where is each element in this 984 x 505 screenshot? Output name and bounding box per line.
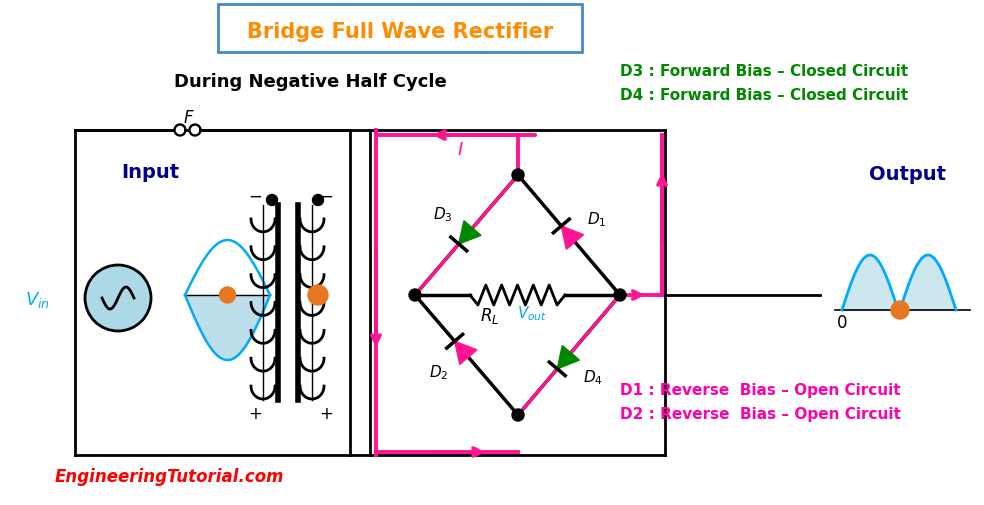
Text: D1 : Reverse  Bias – Open Circuit: D1 : Reverse Bias – Open Circuit bbox=[620, 382, 900, 397]
Polygon shape bbox=[557, 345, 580, 369]
Polygon shape bbox=[455, 341, 477, 365]
FancyBboxPatch shape bbox=[218, 4, 582, 52]
Text: During Negative Half Cycle: During Negative Half Cycle bbox=[173, 73, 447, 91]
Text: +: + bbox=[248, 405, 262, 423]
Text: 0: 0 bbox=[836, 314, 847, 332]
Circle shape bbox=[267, 194, 277, 206]
Circle shape bbox=[85, 265, 151, 331]
Circle shape bbox=[409, 289, 421, 301]
Text: F: F bbox=[183, 109, 193, 127]
Text: D2 : Reverse  Bias – Open Circuit: D2 : Reverse Bias – Open Circuit bbox=[620, 407, 901, 422]
Circle shape bbox=[891, 301, 909, 319]
Text: Input: Input bbox=[121, 163, 179, 181]
Text: $R_L$: $R_L$ bbox=[480, 306, 500, 326]
Text: D4 : Forward Bias – Closed Circuit: D4 : Forward Bias – Closed Circuit bbox=[620, 88, 908, 104]
Text: $D_3$: $D_3$ bbox=[433, 205, 453, 224]
Circle shape bbox=[313, 194, 324, 206]
Text: Output: Output bbox=[869, 166, 946, 184]
Polygon shape bbox=[459, 221, 481, 244]
Circle shape bbox=[219, 287, 235, 303]
Polygon shape bbox=[174, 125, 186, 135]
Text: D3 : Forward Bias – Closed Circuit: D3 : Forward Bias – Closed Circuit bbox=[620, 65, 908, 79]
Polygon shape bbox=[561, 226, 584, 249]
Text: +: + bbox=[319, 405, 333, 423]
Circle shape bbox=[308, 285, 328, 305]
Text: EngineeringTutorial.com: EngineeringTutorial.com bbox=[55, 468, 284, 486]
Text: I: I bbox=[458, 141, 462, 159]
Circle shape bbox=[512, 409, 524, 421]
Text: $D_4$: $D_4$ bbox=[584, 368, 603, 387]
Circle shape bbox=[614, 289, 626, 301]
Text: $D_1$: $D_1$ bbox=[587, 210, 607, 229]
Text: $D_2$: $D_2$ bbox=[429, 363, 448, 382]
Text: −: − bbox=[319, 188, 333, 206]
Text: Bridge Full Wave Rectifier: Bridge Full Wave Rectifier bbox=[247, 22, 553, 42]
Text: $V_{out}$: $V_{out}$ bbox=[517, 305, 547, 323]
Polygon shape bbox=[190, 125, 201, 135]
Circle shape bbox=[512, 169, 524, 181]
Text: $V_{in}$: $V_{in}$ bbox=[25, 290, 49, 310]
Text: −: − bbox=[248, 188, 262, 206]
